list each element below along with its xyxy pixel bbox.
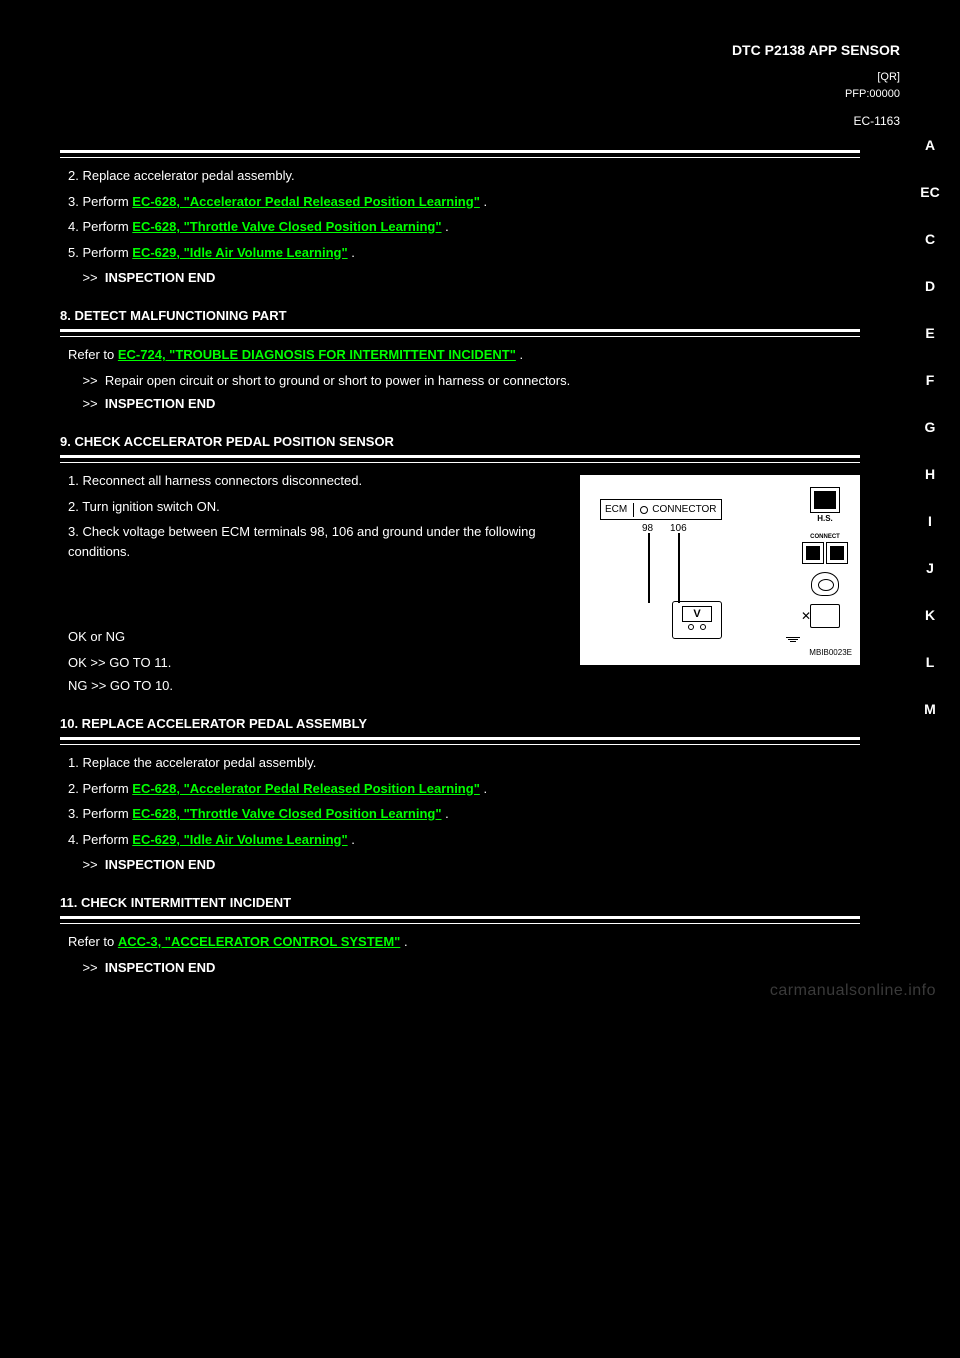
diagram-code: MBIB0023E [809, 647, 852, 659]
voltmeter-icon: V [672, 601, 722, 639]
tab-f[interactable]: F [915, 370, 945, 391]
pfp-label: [QR] PFP:00000 [732, 69, 900, 102]
probe-line-1 [648, 533, 650, 603]
step11-title: 11. CHECK INTERMITTENT INCIDENT [60, 893, 860, 913]
divider [60, 329, 860, 332]
step8-body: Refer to EC-724, "TROUBLE DIAGNOSIS FOR … [68, 345, 860, 365]
step10-l3: 3. Perform EC-628, "Throttle Valve Close… [68, 804, 860, 824]
tab-c[interactable]: C [915, 229, 945, 250]
tab-j[interactable]: J [915, 558, 945, 579]
tab-a[interactable]: A [915, 135, 945, 156]
page-number: EC-1163 [732, 112, 900, 130]
step10-end: >> INSPECTION END [68, 855, 860, 875]
dtc-title: DTC P2138 APP SENSOR [732, 40, 900, 61]
step11: 11. CHECK INTERMITTENT INCIDENT Refer to… [60, 893, 860, 978]
step9-ng: NG >> GO TO 10. [68, 676, 860, 696]
step8-end2: >> INSPECTION END [68, 394, 860, 414]
step11-body: Refer to ACC-3, "ACCELERATOR CONTROL SYS… [68, 932, 860, 952]
tab-l[interactable]: L [915, 652, 945, 673]
content-area: 2. Replace accelerator pedal assembly. 3… [60, 150, 900, 977]
divider-thin [60, 336, 860, 337]
step7-l2: 2. Replace accelerator pedal assembly. [68, 166, 860, 186]
link-idle-learn[interactable]: EC-629, "Idle Air Volume Learning" [132, 245, 347, 260]
step8-end: >> Repair open circuit or short to groun… [68, 371, 860, 391]
connect-icon: CONNECT [802, 533, 848, 564]
divider-thin [60, 744, 860, 745]
divider-thin [60, 923, 860, 924]
tab-h[interactable]: H [915, 464, 945, 485]
divider-thin [60, 462, 860, 463]
step8: 8. DETECT MALFUNCTIONING PART Refer to E… [60, 306, 860, 414]
step9-title: 9. CHECK ACCELERATOR PEDAL POSITION SENS… [60, 432, 860, 452]
icon-stack: H.S. CONNECT [802, 487, 848, 628]
header-block: DTC P2138 APP SENSOR [QR] PFP:00000 EC-1… [732, 40, 900, 130]
hs-icon: H.S. [810, 487, 840, 525]
tab-ec[interactable]: EC [915, 182, 945, 203]
step10: 10. REPLACE ACCELERATOR PEDAL ASSEMBLY 1… [60, 714, 860, 875]
step10-title: 10. REPLACE ACCELERATOR PEDAL ASSEMBLY [60, 714, 860, 734]
link-throttle-learn-2[interactable]: EC-628, "Throttle Valve Closed Position … [132, 806, 441, 821]
ground-icon [786, 636, 800, 643]
step8-title: 8. DETECT MALFUNCTIONING PART [60, 306, 860, 326]
side-tab-strip: A EC C D E F G H I J K L M [915, 135, 945, 720]
watermark: carmanualsonline.info [770, 979, 936, 1003]
tab-m[interactable]: M [915, 699, 945, 720]
link-accel-learn-2[interactable]: EC-628, "Accelerator Pedal Released Posi… [132, 781, 480, 796]
divider [60, 737, 860, 740]
step10-l4: 4. Perform EC-629, "Idle Air Volume Lear… [68, 830, 860, 850]
tab-g[interactable]: G [915, 417, 945, 438]
tab-k[interactable]: K [915, 605, 945, 626]
tab-e[interactable]: E [915, 323, 945, 344]
ignition-on-icon [811, 572, 839, 596]
divider [60, 455, 860, 458]
ecm-connector-box: ECM CONNECTOR [600, 499, 722, 520]
step7-l3: 3. Perform EC-628, "Accelerator Pedal Re… [68, 192, 860, 212]
link-idle-learn-2[interactable]: EC-629, "Idle Air Volume Learning" [132, 832, 347, 847]
actuator-icon [810, 604, 840, 628]
step7-l5: 5. Perform EC-629, "Idle Air Volume Lear… [68, 243, 860, 263]
probe-line-2 [678, 533, 680, 603]
tab-i[interactable]: I [915, 511, 945, 532]
tab-d[interactable]: D [915, 276, 945, 297]
link-throttle-learn[interactable]: EC-628, "Throttle Valve Closed Position … [132, 219, 441, 234]
page-container: DTC P2138 APP SENSOR [QR] PFP:00000 EC-1… [0, 0, 960, 1017]
step7-end: >> INSPECTION END [68, 268, 860, 288]
step10-l2: 2. Perform EC-628, "Accelerator Pedal Re… [68, 779, 860, 799]
step7-l4: 4. Perform EC-628, "Throttle Valve Close… [68, 217, 860, 237]
step9: 9. CHECK ACCELERATOR PEDAL POSITION SENS… [60, 432, 860, 696]
step10-l1: 1. Replace the accelerator pedal assembl… [68, 753, 860, 773]
link-accel-learn[interactable]: EC-628, "Accelerator Pedal Released Posi… [132, 194, 480, 209]
wiring-diagram: ECM CONNECTOR 98 106 V [580, 475, 860, 665]
divider-thin [60, 157, 860, 158]
link-intermittent[interactable]: EC-724, "TROUBLE DIAGNOSIS FOR INTERMITT… [118, 347, 516, 362]
divider [60, 916, 860, 919]
divider [60, 150, 860, 153]
step11-end: >> INSPECTION END [68, 958, 860, 978]
link-acc-system[interactable]: ACC-3, "ACCELERATOR CONTROL SYSTEM" [118, 934, 400, 949]
